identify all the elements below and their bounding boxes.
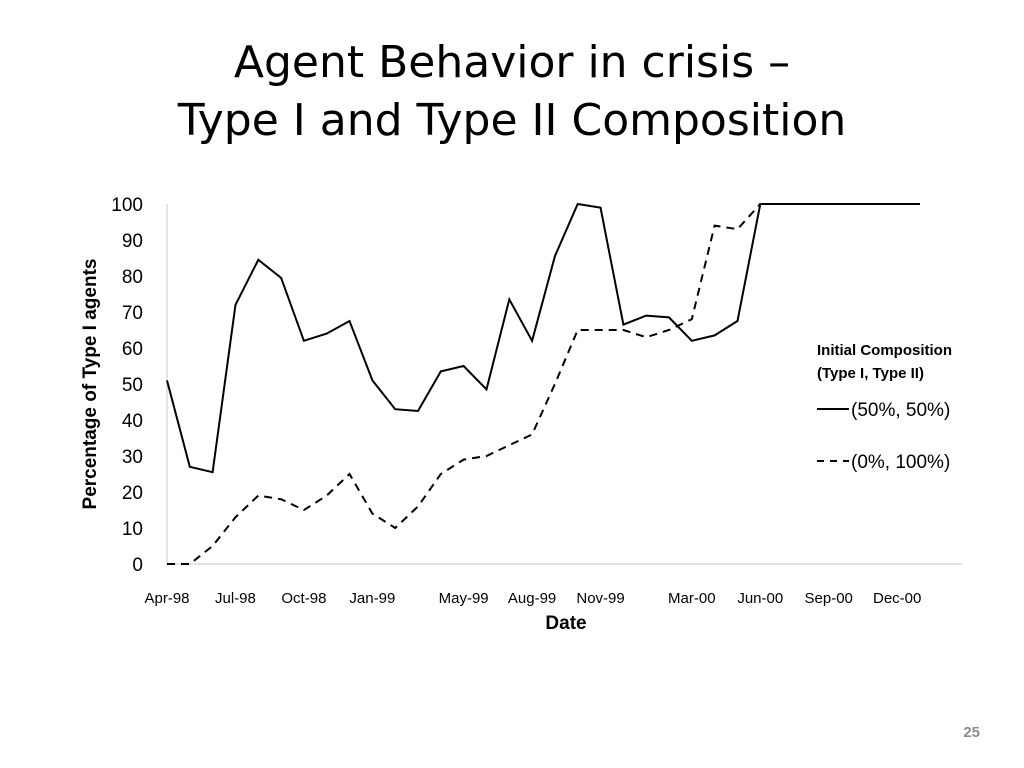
series-line-50-50 bbox=[166, 202, 920, 474]
chart-series bbox=[166, 202, 920, 565]
x-tick-label: Oct-98 bbox=[281, 590, 326, 607]
y-tick-label: 0 bbox=[132, 555, 143, 576]
x-tick-label: Jun-00 bbox=[737, 590, 783, 607]
x-axis-label: Date bbox=[545, 613, 586, 634]
y-tick-label: 90 bbox=[122, 231, 143, 252]
series-line-0-100 bbox=[167, 203, 762, 565]
y-tick-label: 70 bbox=[122, 303, 143, 324]
x-tick-label: Mar-00 bbox=[668, 590, 716, 607]
y-tick-label: 100 bbox=[111, 195, 143, 216]
page-number: 25 bbox=[963, 724, 980, 741]
y-tick-label: 10 bbox=[122, 519, 143, 540]
x-tick-label: Jul-98 bbox=[215, 590, 256, 607]
legend-title-line-2: (Type I, Type II) bbox=[817, 365, 924, 382]
chart-legend: Initial Composition (Type I, Type II) (5… bbox=[817, 342, 952, 473]
x-tick-label: Sep-00 bbox=[805, 590, 853, 607]
chart-axes bbox=[166, 204, 962, 565]
legend-title-line-1: Initial Composition bbox=[817, 342, 952, 359]
y-axis-label: Percentage of Type I agents bbox=[80, 259, 101, 510]
legend-label-50-50: (50%, 50%) bbox=[851, 400, 950, 421]
slide-title: Agent Behavior in crisis – Type I and Ty… bbox=[0, 34, 1024, 150]
y-tick-label: 20 bbox=[122, 483, 143, 504]
x-tick-label: Apr-98 bbox=[144, 590, 189, 607]
y-tick-label: 50 bbox=[122, 375, 143, 396]
y-tick-label: 40 bbox=[122, 411, 143, 432]
y-tick-labels: 0 10 20 30 40 50 60 70 80 90 100 bbox=[111, 195, 143, 576]
y-tick-label: 30 bbox=[122, 447, 143, 468]
x-tick-label: Jan-99 bbox=[349, 590, 395, 607]
x-tick-label: Dec-00 bbox=[873, 590, 921, 607]
x-tick-labels: Apr-98 Jul-98 Oct-98 Jan-99 May-99 Aug-99 Nov-… bbox=[144, 590, 921, 607]
x-tick-label: Aug-99 bbox=[508, 590, 556, 607]
y-tick-label: 60 bbox=[122, 339, 143, 360]
legend-label-0-100: (0%, 100%) bbox=[851, 452, 950, 473]
x-tick-label: Nov-99 bbox=[576, 590, 624, 607]
slide-title-line-1: Agent Behavior in crisis – bbox=[233, 37, 791, 88]
x-tick-label: May-99 bbox=[439, 590, 489, 607]
slide-title-line-2: Type I and Type II Composition bbox=[177, 95, 847, 146]
y-tick-label: 80 bbox=[122, 267, 143, 288]
